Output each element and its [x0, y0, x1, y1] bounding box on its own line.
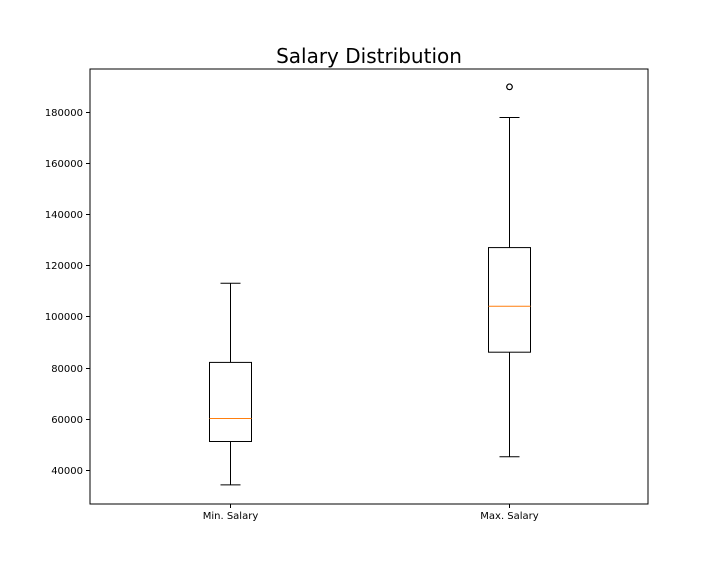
- y-axis: 40000 60000 80000 100000 120000 140000 160000 1…: [45, 108, 90, 477]
- y-tick-label: 180000: [45, 108, 83, 119]
- y-tick-label: 100000: [45, 312, 83, 323]
- x-tick-label: Max. Salary: [480, 511, 539, 522]
- axes-frame: [89, 68, 649, 505]
- iqr-box: [209, 361, 252, 442]
- y-tick-label: 60000: [51, 415, 83, 426]
- x-tick-label: Min. Salary: [203, 511, 259, 522]
- y-tick-label: 40000: [51, 466, 83, 477]
- plot-area: [209, 83, 531, 486]
- box-min-salary: [209, 282, 252, 486]
- box-max-salary: [488, 83, 531, 458]
- y-tick-label: 80000: [51, 364, 83, 375]
- y-tick-label: 140000: [45, 210, 83, 221]
- y-tick-label: 160000: [45, 159, 83, 170]
- iqr-box: [488, 247, 531, 353]
- y-tick-label: 120000: [45, 261, 83, 272]
- chart-title: Salary Distribution: [276, 44, 462, 68]
- x-axis: Min. Salary Max. Salary: [203, 504, 539, 522]
- outlier-point: [506, 83, 513, 91]
